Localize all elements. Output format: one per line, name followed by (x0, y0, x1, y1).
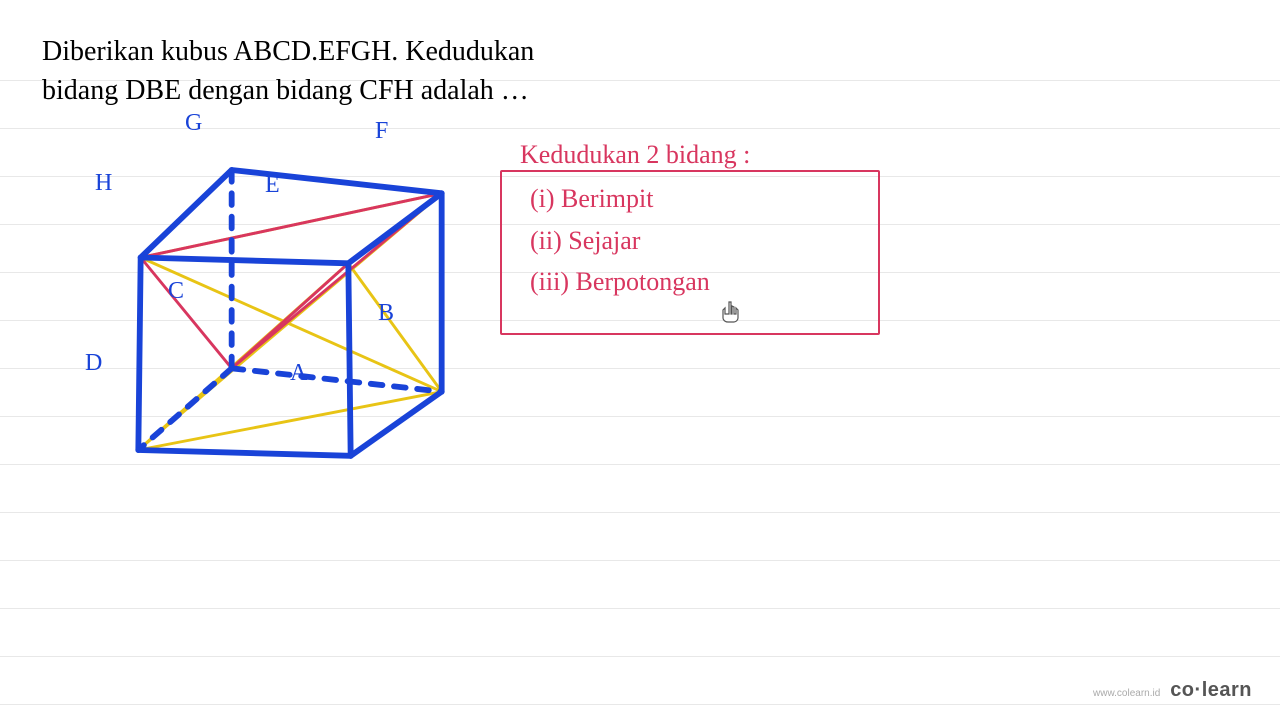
notes-item-3: (iii) Berpotongan (530, 261, 890, 303)
vertex-label-c: C (168, 278, 184, 305)
vertex-label-g: G (185, 110, 202, 137)
notes-title: Kedudukan 2 bidang : (520, 140, 890, 170)
vertex-label-h: H (95, 170, 112, 197)
watermark: www.colearn.id co·learn (1093, 679, 1252, 702)
question-line-2: bidang DBE dengan bidang CFH adalah … (42, 75, 529, 106)
watermark-brand: co·learn (1170, 679, 1252, 701)
question-line-1: Diberikan kubus ABCD.EFGH. Kedudukan (42, 36, 534, 67)
vertex-label-e: E (265, 172, 280, 199)
watermark-url: www.colearn.id (1093, 688, 1160, 699)
cursor-icon (720, 300, 744, 332)
vertex-label-a: A (290, 360, 307, 387)
vertex-label-b: B (378, 300, 394, 327)
question-text: Diberikan kubus ABCD.EFGH. Kedudukan bid… (42, 32, 534, 110)
cube-diagram: G F H E C B D A (80, 110, 420, 400)
notes-item-1: (i) Berimpit (530, 178, 890, 220)
vertex-label-d: D (85, 350, 102, 377)
notes-box: Kedudukan 2 bidang : (i) Berimpit (ii) S… (490, 140, 890, 340)
cube-svg (80, 110, 500, 510)
notes-item-2: (ii) Sejajar (530, 220, 890, 262)
vertex-label-f: F (375, 118, 388, 145)
